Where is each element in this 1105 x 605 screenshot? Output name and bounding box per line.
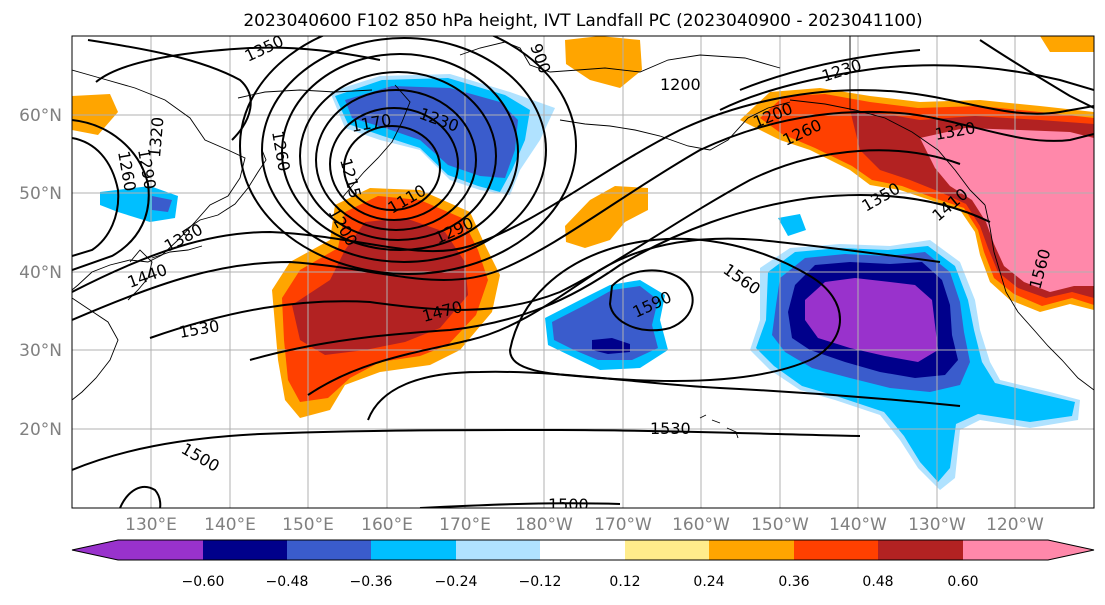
shade-neg048-central: [552, 286, 658, 360]
coast-okhotsk: [237, 89, 373, 99]
contour-ring-1: [343, 125, 441, 211]
contour-west-2: [72, 119, 150, 271]
contour-1500-bottom: [419, 502, 621, 508]
contour-ring-4: [299, 71, 497, 241]
contour-ne-1: [719, 64, 1094, 111]
contour-ring-3: [315, 89, 477, 231]
contour-high-1590: [608, 269, 694, 332]
lat-label: 50°N: [19, 184, 62, 204]
colorbar-tick-label: −0.12: [519, 574, 562, 590]
colorbar-tick-label: 0.24: [693, 574, 724, 590]
colorbar-tick-label: 0.48: [862, 574, 893, 590]
shade-pos024-ne: [1040, 36, 1094, 52]
figure-title: 2023040600 F102 850 hPa height, IVT Land…: [243, 11, 922, 31]
lat-label: 40°N: [19, 263, 62, 283]
colorbar-tick-label: −0.60: [182, 574, 225, 590]
lon-label: 150°E: [282, 515, 334, 535]
lon-label: 160°W: [672, 515, 730, 535]
shade-neg048-japan: [152, 196, 172, 212]
lon-label: 150°W: [751, 515, 809, 535]
lon-label: 130°W: [908, 515, 966, 535]
colorbar-segment: [540, 540, 625, 560]
colorbar-segment: [625, 540, 709, 560]
lon-label: 140°E: [204, 515, 256, 535]
contour-ring-2: [329, 107, 459, 221]
shade-lt060-east: [805, 278, 938, 362]
contour-west-1: [72, 137, 120, 257]
coast-kamchatka: [341, 84, 411, 199]
lon-label: 170°E: [439, 515, 491, 535]
lat-label: 20°N: [19, 420, 62, 440]
shade-pos024-central: [565, 186, 648, 248]
colorbar-outline: [71, 539, 1095, 561]
colorbar: −0.60 −0.48 −0.36 −0.24 −0.12 0.12 0.24 …: [71, 539, 1095, 590]
colorbar-tick-label: −0.36: [350, 574, 393, 590]
contour-label: 1500: [548, 495, 589, 514]
lon-label: 170°W: [594, 515, 652, 535]
colorbar-segment: [456, 540, 540, 560]
lon-label: 120°W: [986, 515, 1044, 535]
contour-zonal-5: [307, 237, 941, 396]
colorbar-segment: [709, 540, 794, 560]
coast-korea: [127, 249, 153, 301]
colorbar-segment: [203, 540, 287, 560]
contour-ne-2: [739, 49, 921, 91]
coast-alaska: [789, 99, 986, 206]
contour-zonal-4: [249, 194, 991, 361]
contour-ring-7: [239, 36, 577, 275]
colorbar-segment: [794, 540, 878, 560]
shade-neg036-small-east: [778, 214, 806, 236]
shade-neg036-japan: [100, 186, 178, 222]
colorbar-segment: [878, 540, 963, 560]
latitude-axis: 60°N 50°N 40°N 30°N 20°N: [19, 106, 62, 440]
lat-label: 60°N: [19, 106, 62, 126]
contour-label: 1320: [145, 116, 167, 158]
contour-label: 1530: [650, 419, 691, 438]
contour-ne-3: [979, 39, 1094, 109]
longitude-axis: 130°E 140°E 150°E 160°E 170°E 180°W 170°…: [125, 515, 1044, 535]
colorbar-tick-label: 0.36: [778, 574, 809, 590]
coast-west-us: [984, 204, 1094, 391]
map-panel: 1350 1260 1290 1320 1260 1230 1170 1200 …: [72, 36, 1094, 514]
colorbar-segment: [287, 540, 371, 560]
colorbar-extend-high: [1048, 540, 1094, 560]
contour-zonal-3: [149, 149, 961, 339]
contour-high-1530: [367, 370, 961, 421]
contour-west-4: [95, 46, 381, 83]
contour-zonal-1: [72, 89, 1094, 293]
contour-label: 1200: [660, 75, 701, 94]
colorbar-tick-label: 0.12: [609, 574, 640, 590]
map-frame: [71, 35, 1095, 509]
contour-1500-loop: [119, 485, 162, 508]
colorbar-extend-low: [72, 540, 118, 560]
height-contours: [72, 36, 1094, 508]
contour-ring-5: [281, 53, 519, 251]
coast-japan: [151, 149, 267, 259]
colorbar-segment: [963, 540, 1048, 560]
shade-pos048-kuril: [292, 218, 468, 355]
colorbar-tick-label: −0.48: [266, 574, 309, 590]
lon-label: 160°E: [361, 515, 413, 535]
contour-zonal-2: [72, 110, 1094, 321]
contour-1500-south: [72, 428, 861, 471]
colorbar-tick-label: 0.60: [947, 574, 978, 590]
colorbar-segment: [371, 540, 456, 560]
lon-label: 140°W: [829, 515, 887, 535]
contour-west-3: [87, 39, 252, 141]
coast-asia: [72, 69, 246, 291]
lon-label: 180°W: [515, 515, 573, 535]
shade-gt060-ne-pacific: [920, 128, 1094, 292]
contour-ring-6: [261, 37, 547, 263]
colorbar-tick-label: −0.24: [435, 574, 478, 590]
lat-label: 30°N: [19, 341, 62, 361]
lon-label: 130°E: [125, 515, 177, 535]
colorbar-segment: [118, 540, 203, 560]
coast-aleutians: [559, 101, 791, 151]
